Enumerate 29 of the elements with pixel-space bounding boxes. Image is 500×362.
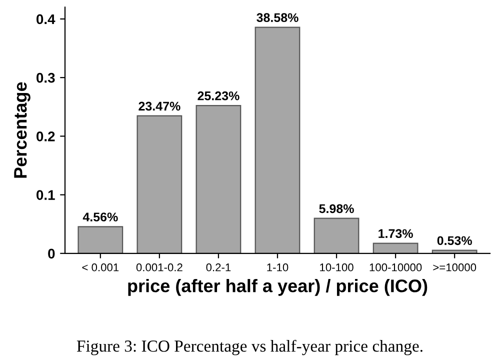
bar bbox=[254, 26, 300, 254]
data-label: 25.23% bbox=[198, 91, 240, 100]
caption: Figure 3: ICO Percentage vs half-year price change. bbox=[76, 340, 422, 356]
y-tick-label: 0 bbox=[48, 248, 55, 259]
data-label: 23.47% bbox=[138, 102, 180, 111]
x-tick-label: 0.001-0.2 bbox=[136, 263, 182, 272]
bar bbox=[432, 250, 478, 254]
y-tick-label: 0.1 bbox=[36, 190, 55, 200]
data-label: 0.53% bbox=[437, 236, 472, 246]
data-label: 4.56% bbox=[82, 212, 118, 222]
x-tick-label: >=10000 bbox=[433, 263, 476, 272]
y-tick-label: 0.4 bbox=[36, 14, 56, 24]
data-label: 1.73% bbox=[378, 229, 413, 238]
x-tick-label: 0.2-1 bbox=[206, 263, 231, 272]
bar bbox=[78, 226, 124, 254]
x-tick-label: 1-10 bbox=[267, 263, 288, 272]
data-label: 5.98% bbox=[319, 204, 354, 214]
y-tick-label: 0.3 bbox=[36, 72, 55, 83]
y-axis-title: Percentage bbox=[14, 82, 30, 178]
x-axis-title: price (after half a year) / price (ICO) bbox=[128, 279, 428, 296]
x-tick-label: 100-10000 bbox=[370, 263, 422, 272]
x-tick-label: < 0.001 bbox=[82, 263, 119, 272]
bar bbox=[196, 104, 242, 254]
bar bbox=[372, 242, 418, 254]
data-label: 38.58% bbox=[256, 13, 298, 22]
y-tick-label: 0.2 bbox=[36, 132, 55, 142]
bar bbox=[314, 218, 360, 254]
bar bbox=[136, 115, 182, 254]
x-tick-label: 10-100 bbox=[320, 263, 354, 272]
